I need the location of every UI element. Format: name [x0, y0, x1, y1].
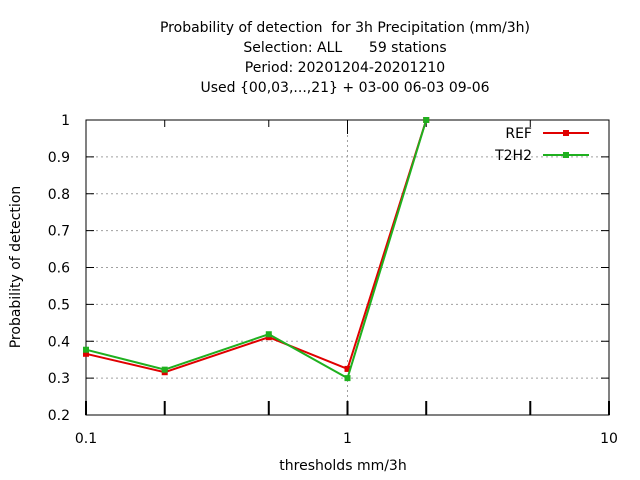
title-line: Used {00,03,...,21} + 03-00 06-03 09-06 [200, 80, 490, 96]
y-tick-label: 0.5 [48, 297, 70, 313]
title-line: Probability of detection for 3h Precipit… [159, 20, 530, 36]
ticks: 0.2 0.3 0.4 0.5 0.6 0.7 0.8 0.9 1 0.1 1 10 [48, 113, 618, 447]
y-tick-label: 0.3 [48, 371, 70, 387]
data-point-t2h2 [344, 375, 351, 382]
legend: REF T2H2 [494, 126, 589, 164]
data-point-t2h2 [83, 346, 89, 353]
legend-swatch-marker [563, 152, 569, 158]
data-point-ref [344, 365, 351, 372]
y-tick-label: 1 [61, 113, 70, 129]
x-tick-label: 0.1 [75, 431, 97, 447]
y-tick-label: 0.8 [48, 187, 70, 203]
data-point-t2h2 [423, 117, 430, 123]
legend-label: REF [505, 126, 532, 142]
y-tick-label: 0.9 [48, 150, 70, 166]
data-point-t2h2 [161, 366, 168, 373]
chart-title: Probability of detection for 3h Precipit… [0, 18, 640, 98]
title-line: Selection: ALL 59 stations [243, 40, 447, 56]
y-tick-label: 0.6 [48, 261, 70, 277]
y-tick-label: 0.2 [48, 408, 70, 424]
data-point-t2h2 [265, 331, 272, 338]
legend-label: T2H2 [494, 148, 532, 164]
x-tick-label: 1 [343, 431, 352, 447]
y-axis-label: Probability of detection [8, 186, 24, 349]
series-line-t2h2 [85, 119, 428, 380]
y-tick-label: 0.7 [48, 224, 70, 240]
legend-swatch-marker [563, 130, 569, 136]
series-line-ref [85, 119, 428, 374]
x-axis-label: thresholds mm/3h [279, 458, 406, 474]
x-tick-label: 10 [600, 431, 618, 447]
y-tick-label: 0.4 [48, 334, 70, 350]
grid [86, 120, 609, 415]
title-line: Period: 20201204-20201210 [244, 60, 446, 76]
series-layer [83, 117, 430, 382]
data-point-ref [83, 350, 89, 357]
